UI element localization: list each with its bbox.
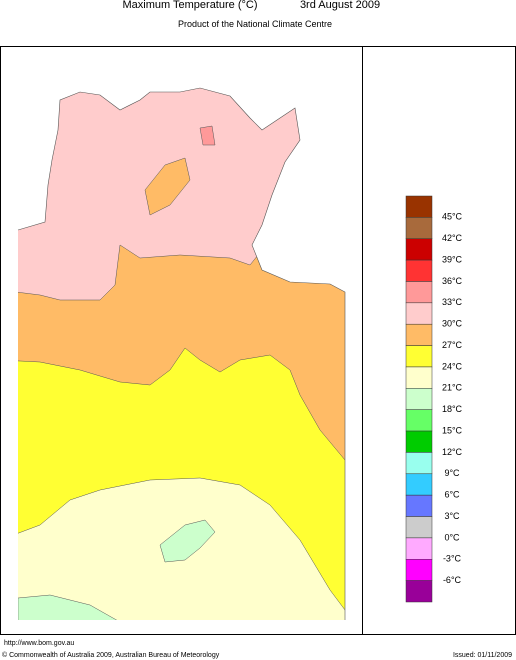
legend-label: 24°C [442, 361, 463, 371]
legend-label: 42°C [442, 233, 463, 243]
legend-swatch [405, 473, 433, 496]
title: Maximum Temperature (°C) [122, 0, 257, 11]
region-21b [18, 594, 121, 620]
legend-label: 12°C [442, 447, 463, 457]
legend-label: 36°C [442, 276, 463, 286]
legend-swatch [405, 195, 433, 218]
legend-swatch [405, 537, 433, 560]
legend-swatch [405, 366, 433, 389]
legend-label: 45°C [442, 212, 463, 222]
copyright: © Commonwealth of Australia 2009, Austra… [2, 651, 220, 659]
legend-label: 30°C [442, 319, 463, 329]
legend-swatch [405, 430, 433, 453]
coastline [17, 87, 346, 620]
legend-swatch [405, 259, 433, 282]
legend-swatch [405, 345, 433, 368]
legend-swatch [405, 323, 433, 346]
legend-label: 0°C [444, 532, 460, 542]
issued: Issued: 01/11/2009 [453, 652, 512, 659]
map [18, 88, 345, 620]
legend-swatch [405, 238, 433, 261]
legend-label: 33°C [442, 297, 463, 307]
legend-label: 18°C [442, 404, 463, 414]
legend-label: 6°C [444, 490, 460, 500]
legend-label: -6°C [443, 575, 462, 585]
legend-swatch [405, 559, 433, 581]
legend-label: 21°C [442, 383, 463, 393]
legend-label: 27°C [442, 340, 463, 350]
legend-swatch [405, 494, 433, 517]
legend-label: 39°C [442, 254, 463, 264]
legend-label: 15°C [442, 425, 463, 435]
legend: 45°C 42°C 39°C 36°C 33°C 30°C 27°C 24°C 21°C 18°C… [405, 195, 463, 603]
legend-swatch [405, 580, 433, 603]
region-30b [144, 157, 191, 216]
legend-label: 3°C [444, 511, 460, 521]
legend-swatch [405, 281, 433, 304]
region-33b [199, 125, 216, 146]
legend-label: -3°C [443, 554, 462, 564]
legend-swatch [405, 409, 433, 432]
legend-swatch [405, 388, 433, 410]
legend-swatch [405, 516, 433, 539]
subtitle: Product of the National Climate Centre [178, 19, 332, 29]
date: 3rd August 2009 [300, 0, 380, 11]
legend-swatch [405, 452, 433, 475]
legend-swatch [405, 302, 433, 325]
legend-label: 9°C [444, 468, 460, 478]
legend-swatch [405, 217, 433, 239]
url: http://www.bom.gov.au [4, 640, 74, 647]
region-21 [159, 519, 216, 563]
